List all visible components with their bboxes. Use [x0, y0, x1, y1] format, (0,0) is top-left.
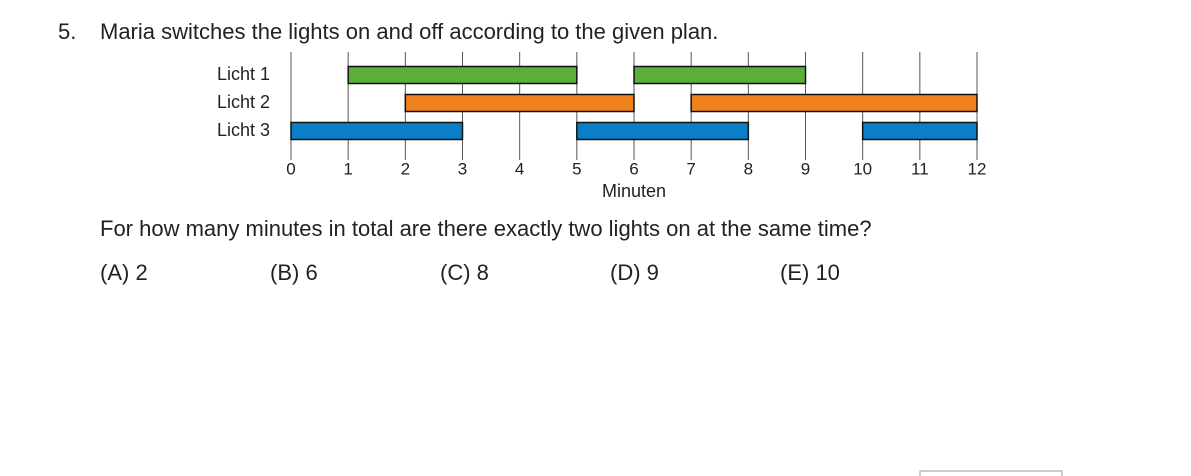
x-axis-label: Minuten — [602, 181, 666, 201]
x-tick-label: 8 — [744, 159, 753, 178]
x-tick-label: 7 — [686, 159, 695, 178]
x-tick-label: 6 — [629, 159, 638, 178]
interval-bar — [633, 65, 807, 85]
interval-bar — [576, 121, 750, 141]
answer-box — [919, 470, 1063, 476]
row-label: Licht 3 — [217, 120, 270, 140]
question-text: Maria switches the lights on and off acc… — [100, 19, 718, 44]
x-tick-label: 4 — [515, 159, 524, 178]
answer-option: (B) 6 — [270, 260, 318, 285]
row-label: Licht 1 — [217, 64, 270, 84]
answer-option: (D) 9 — [610, 260, 659, 285]
interval-bar — [690, 93, 978, 113]
x-tick-label: 5 — [572, 159, 581, 178]
answer-option: (A) 2 — [100, 260, 148, 285]
answer-option: (E) 10 — [780, 260, 840, 285]
answer-option: (C) 8 — [440, 260, 489, 285]
interval-bar — [347, 65, 578, 85]
question-number: 5. — [58, 19, 76, 44]
x-tick-label: 2 — [401, 159, 410, 178]
x-tick-label: 12 — [968, 159, 987, 178]
x-tick-label: 1 — [343, 159, 352, 178]
interval-bar — [290, 121, 464, 141]
prompt: For how many minutes in total are there … — [100, 216, 872, 241]
x-tick-label: 10 — [853, 159, 872, 178]
x-tick-label: 11 — [911, 159, 929, 178]
row-label: Licht 2 — [217, 92, 270, 112]
x-tick-label: 0 — [286, 159, 295, 178]
interval-bar — [404, 93, 635, 113]
interval-bar — [861, 121, 978, 141]
x-tick-label: 3 — [458, 159, 467, 178]
x-tick-label: 9 — [801, 159, 810, 178]
